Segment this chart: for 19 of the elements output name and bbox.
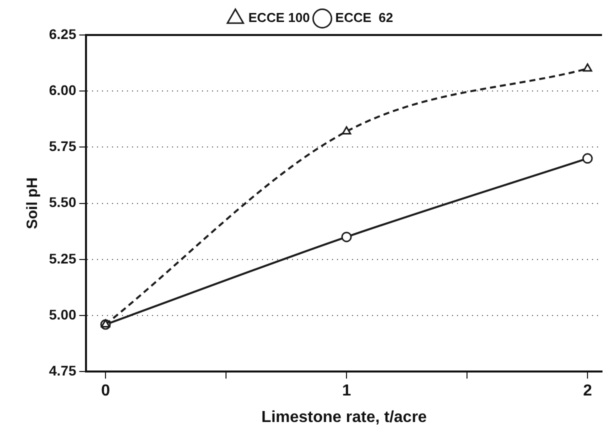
y-tick-label: 4.75 [49,362,76,378]
y-tick-label: 5.25 [49,250,76,266]
point [582,63,592,72]
y-tick-label: 6.00 [49,82,76,98]
legend-label: ECCE 62 [335,10,394,26]
y-axis-title: Soil pH [24,177,42,230]
y-tick-label: 5.00 [49,306,76,322]
x-tick-label: 1 [342,382,352,400]
point [582,153,593,164]
x-tick-label: 0 [101,382,110,400]
y-tick-label: 5.75 [49,138,76,154]
point [100,319,110,328]
x-axis-title: Limestone rate, t/acre [261,408,427,426]
point [342,126,352,134]
point [341,232,352,242]
x-tick-label: 2 [583,382,592,400]
y-tick-label: 5.50 [49,194,76,210]
legend-label: ECCE 100 [248,10,310,26]
y-tick-label: 6.25 [49,26,76,42]
